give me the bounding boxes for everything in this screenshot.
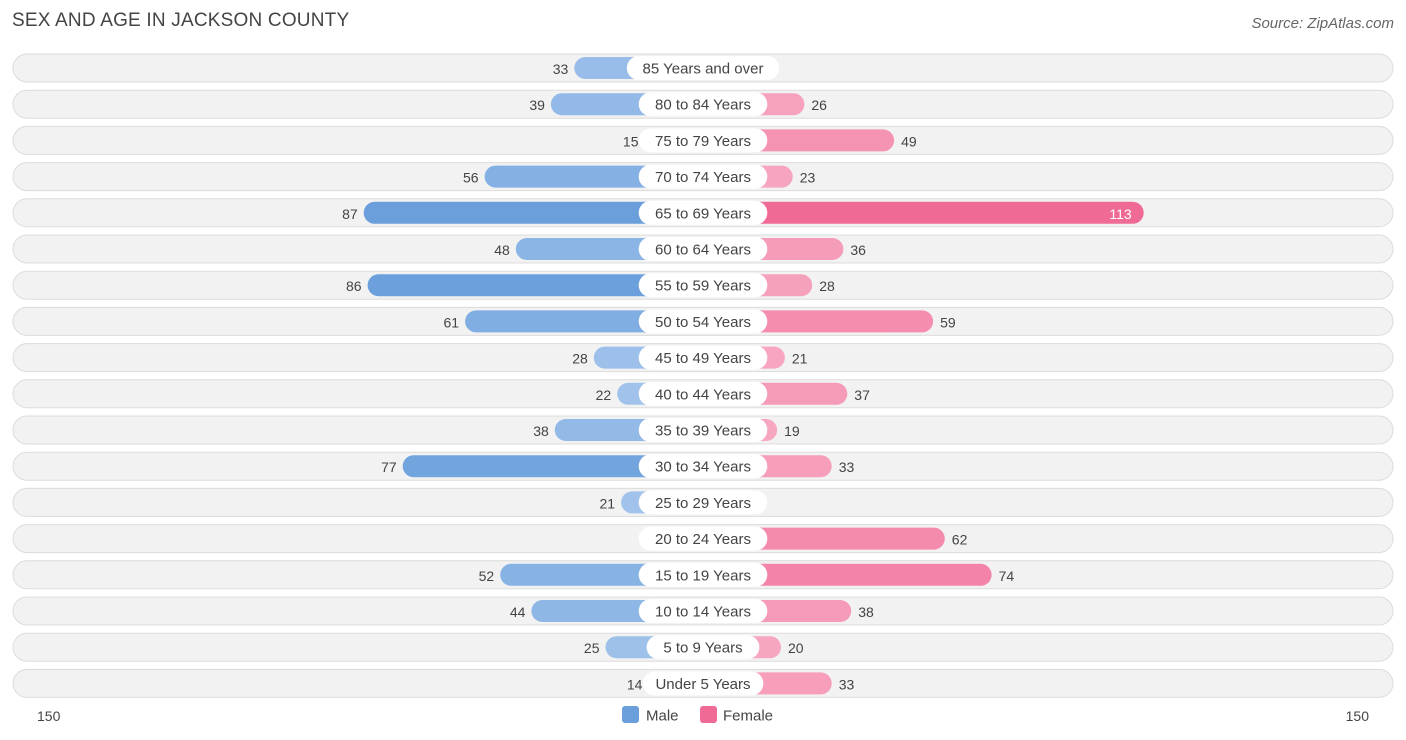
male-value-label: 25 <box>584 640 600 656</box>
female-value-label: 20 <box>788 640 804 656</box>
category-label: 35 to 39 Years <box>655 423 751 440</box>
female-value-label: 23 <box>800 170 816 186</box>
legend-male-label: Male <box>646 708 679 725</box>
male-value-label: 61 <box>444 314 460 330</box>
male-value-label: 86 <box>346 278 362 294</box>
male-bar <box>367 274 703 297</box>
chart-title: SEX AND AGE IN JACKSON COUNTY <box>12 10 350 31</box>
male-value-label: 38 <box>533 423 549 439</box>
category-label: 70 to 74 Years <box>655 169 751 186</box>
female-value-label: 33 <box>839 459 855 475</box>
category-label: 75 to 79 Years <box>655 133 751 150</box>
male-value-label: 77 <box>381 459 397 475</box>
category-label: Under 5 Years <box>655 676 750 693</box>
category-pill <box>638 128 768 153</box>
male-value-label: 52 <box>479 568 495 584</box>
category-label: 60 to 64 Years <box>655 242 751 259</box>
legend-female-swatch <box>700 706 717 723</box>
male-value-label: 21 <box>600 495 616 511</box>
category-label: 15 to 19 Years <box>655 567 751 584</box>
male-value-label: 28 <box>572 351 588 367</box>
category-label: 30 to 34 Years <box>655 459 751 476</box>
category-pill <box>638 562 768 587</box>
male-value-label: 48 <box>494 242 510 258</box>
category-label: 20 to 24 Years <box>655 531 751 548</box>
female-value-label: 28 <box>819 278 835 294</box>
category-label: 55 to 59 Years <box>655 278 751 295</box>
category-label: 25 to 29 Years <box>655 495 751 512</box>
source-label: Source: ZipAtlas.com <box>1251 15 1394 32</box>
female-value-label: 38 <box>858 604 874 620</box>
male-value-label: 39 <box>529 97 545 113</box>
female-value-label: 36 <box>850 242 866 258</box>
category-pill <box>638 345 768 370</box>
male-value-label: 22 <box>596 387 612 403</box>
category-pill <box>638 599 768 623</box>
category-pill <box>638 526 768 551</box>
category-label: 80 to 84 Years <box>655 97 751 114</box>
female-value-label: 21 <box>792 351 808 367</box>
category-pill <box>638 273 768 298</box>
category-label: 40 to 44 Years <box>655 386 751 403</box>
male-bar <box>402 455 703 478</box>
female-value-label: 49 <box>901 133 917 149</box>
category-pill <box>638 490 768 515</box>
female-value-label: 33 <box>839 676 855 692</box>
male-value-label: 56 <box>463 170 479 186</box>
category-label: 5 to 9 Years <box>663 640 742 657</box>
female-bar <box>703 201 1144 224</box>
axis-label-left: 150 <box>37 708 61 724</box>
legend-male-swatch <box>622 706 639 723</box>
category-pill <box>638 200 768 225</box>
category-label: 85 Years and over <box>643 61 764 78</box>
female-value-label: 26 <box>811 97 827 113</box>
category-pill <box>638 454 768 479</box>
female-value-label: 113 <box>1109 206 1132 222</box>
female-value-label: 62 <box>952 532 968 548</box>
male-bar <box>363 201 703 224</box>
female-value-label: 37 <box>854 387 870 403</box>
legend-female-label: Female <box>723 708 773 725</box>
category-pill <box>646 635 760 660</box>
female-value-label: 19 <box>784 423 800 439</box>
category-pill <box>638 381 768 406</box>
male-value-label: 44 <box>510 604 526 620</box>
category-label: 65 to 69 Years <box>655 205 751 222</box>
male-value-label: 14 <box>627 676 643 692</box>
male-value-label: 15 <box>623 133 639 149</box>
axis-label-right: 150 <box>1346 708 1370 724</box>
male-value-label: 33 <box>553 61 569 77</box>
category-pill <box>642 671 764 696</box>
category-pill <box>638 418 768 442</box>
female-bar <box>703 563 992 586</box>
female-value-label: 59 <box>940 314 956 330</box>
category-pill <box>638 92 768 117</box>
category-pill <box>638 164 768 189</box>
male-value-label: 87 <box>342 206 358 222</box>
category-label: 10 to 14 Years <box>655 604 751 621</box>
category-pill <box>626 56 780 80</box>
category-label: 45 to 49 Years <box>655 350 751 367</box>
category-pill <box>638 237 768 261</box>
category-label: 50 to 54 Years <box>655 314 751 331</box>
female-value-label: 74 <box>999 568 1015 584</box>
category-pill <box>638 309 768 334</box>
